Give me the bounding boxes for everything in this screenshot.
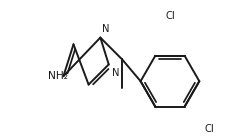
Text: NH₂: NH₂: [48, 71, 68, 81]
Text: Cl: Cl: [204, 124, 213, 134]
Text: N: N: [102, 24, 109, 34]
Text: N: N: [112, 68, 119, 78]
Text: Cl: Cl: [164, 11, 174, 21]
